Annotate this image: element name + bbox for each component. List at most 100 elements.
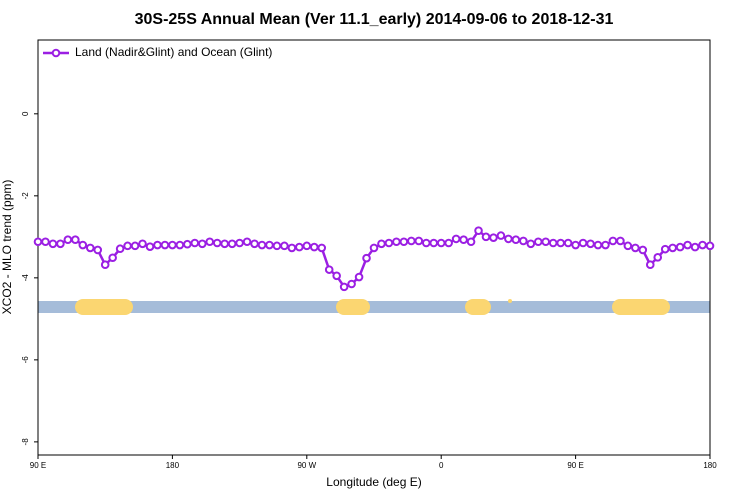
- point: [601, 240, 610, 250]
- point: [377, 239, 386, 249]
- point: [533, 237, 543, 247]
- x-tick-label: 90 E: [567, 461, 583, 470]
- point: [399, 237, 409, 247]
- x-tick-label: 90 W: [297, 461, 316, 470]
- point: [235, 238, 244, 248]
- point: [541, 237, 551, 247]
- point: [645, 260, 655, 270]
- point: [369, 243, 379, 253]
- point: [608, 236, 618, 246]
- point: [474, 226, 483, 235]
- y-tick-label: -8: [21, 438, 30, 446]
- point: [414, 236, 424, 246]
- point: [242, 237, 252, 247]
- y-axis-label: XCO2 - MLO trend (ppm): [0, 180, 14, 315]
- point: [586, 239, 595, 249]
- point: [571, 240, 580, 250]
- point: [384, 238, 394, 248]
- x-tick-label: 0: [439, 461, 444, 470]
- point: [160, 240, 170, 250]
- point: [93, 245, 103, 255]
- point: [175, 240, 185, 250]
- point: [653, 253, 663, 262]
- point: [265, 240, 274, 250]
- point: [130, 241, 140, 251]
- point: [466, 237, 476, 247]
- point: [421, 238, 431, 248]
- x-tick-label: 180: [166, 461, 180, 470]
- point: [429, 238, 439, 248]
- point: [100, 260, 110, 270]
- x-axis-label: Longitude (deg E): [326, 475, 421, 489]
- point: [354, 272, 364, 282]
- point: [317, 243, 327, 253]
- surface-band: [38, 299, 710, 315]
- point: [496, 231, 506, 240]
- point: [511, 235, 521, 245]
- chart-title: 30S-25S Annual Mean (Ver 11.1_early) 201…: [135, 11, 614, 28]
- point: [272, 241, 282, 251]
- point: [280, 241, 289, 251]
- point: [563, 238, 573, 248]
- point: [56, 239, 65, 249]
- point: [526, 239, 536, 249]
- point: [392, 237, 401, 247]
- legend-label: Land (Nadir&Glint) and Ocean (Glint): [75, 45, 272, 59]
- y-tick-label: -6: [21, 356, 30, 364]
- point: [660, 244, 670, 254]
- point: [616, 236, 625, 246]
- point: [459, 235, 468, 245]
- point: [227, 239, 237, 249]
- point: [504, 234, 513, 244]
- point: [444, 238, 453, 248]
- point: [205, 237, 215, 247]
- point: [339, 282, 349, 292]
- point: [153, 240, 162, 250]
- point: [436, 238, 446, 248]
- point: [190, 238, 200, 248]
- point: [451, 234, 461, 244]
- point: [85, 243, 95, 253]
- point: [705, 241, 715, 251]
- point: [78, 240, 88, 250]
- point: [197, 239, 207, 249]
- point: [250, 239, 259, 249]
- point: [287, 243, 297, 253]
- point: [220, 239, 229, 249]
- point: [145, 242, 155, 251]
- y-tick-label: -4: [21, 274, 30, 282]
- y-tick-label: 0: [21, 111, 30, 116]
- point: [481, 232, 491, 242]
- point: [362, 253, 371, 263]
- point: [115, 244, 125, 254]
- point: [108, 253, 117, 263]
- point: [556, 238, 565, 248]
- point: [519, 236, 528, 246]
- point: [548, 238, 558, 248]
- point: [332, 271, 341, 281]
- point: [690, 242, 700, 252]
- point: [593, 240, 603, 250]
- legend-marker: [51, 48, 61, 58]
- point: [71, 235, 80, 245]
- y-tick-label: -2: [21, 192, 30, 200]
- point: [48, 239, 58, 249]
- point: [631, 243, 640, 253]
- x-tick-label: 180: [703, 461, 717, 470]
- point: [168, 240, 177, 250]
- point: [183, 239, 192, 249]
- point: [41, 237, 50, 247]
- point: [33, 237, 43, 247]
- point: [489, 233, 498, 242]
- point: [578, 238, 588, 248]
- point: [63, 235, 73, 245]
- point: [698, 240, 707, 250]
- point: [347, 279, 356, 289]
- point: [309, 242, 319, 252]
- point: [683, 240, 692, 250]
- point: [675, 242, 685, 252]
- point: [302, 241, 312, 251]
- point: [407, 236, 416, 246]
- point: [212, 238, 222, 248]
